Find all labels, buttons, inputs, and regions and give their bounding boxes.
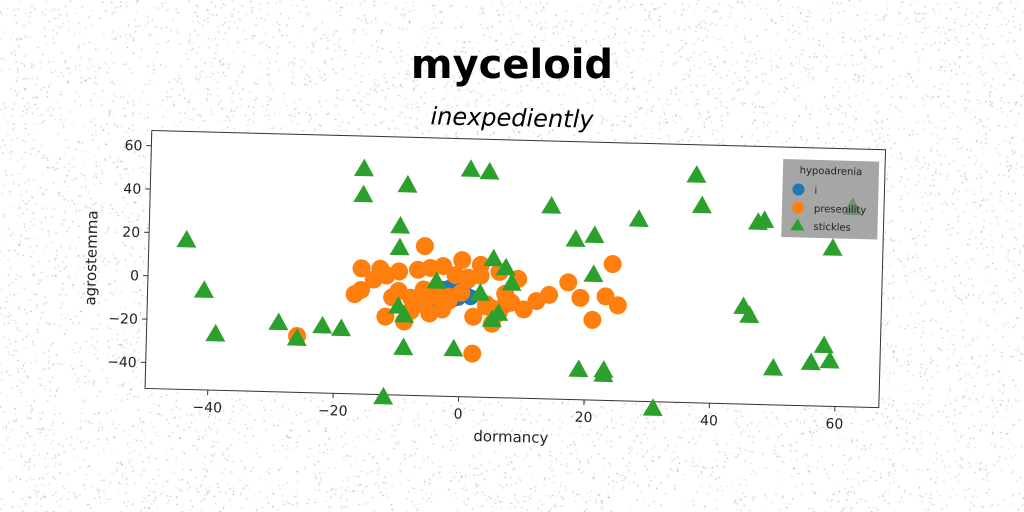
scatter-point-stickles <box>479 161 500 180</box>
scatter-point-stickles <box>286 328 307 346</box>
y-tick-label: 60 <box>124 138 142 154</box>
scatter-point-presenility <box>463 344 482 363</box>
scatter-point-stickles <box>176 229 197 248</box>
scatter-point-presenility <box>453 251 472 270</box>
scatter-point-stickles <box>205 323 226 342</box>
chart-title: myceloid <box>410 42 614 88</box>
scatter-point-stickles <box>686 165 707 183</box>
legend-box <box>781 159 880 240</box>
scatter-point-stickles <box>593 364 614 383</box>
scatter-point-stickles <box>628 209 649 227</box>
scatter-point-stickles <box>488 303 509 321</box>
scatter-point-presenility <box>603 255 622 274</box>
y-tick-label: −20 <box>108 311 138 328</box>
scatter-point-stickles <box>813 335 834 354</box>
scatter-point-stickles <box>426 271 447 289</box>
legend: hypoadrenia i presenility stickles <box>781 159 880 240</box>
scatter-point-stickles <box>565 229 586 247</box>
scatter-point-presenility <box>571 288 590 307</box>
scatter-point-stickles <box>584 225 605 244</box>
scatter-point-presenility <box>390 262 409 281</box>
scatter-point-presenility <box>559 273 578 292</box>
x-tick-label: −40 <box>192 400 222 417</box>
scatter-point-stickles <box>541 196 562 214</box>
scatter-point-stickles <box>394 304 415 323</box>
scatter-point-stickles <box>389 237 410 256</box>
scatter-point-presenility <box>427 287 446 306</box>
scatter-point-stickles <box>353 158 374 177</box>
axis-ticks: −40 −20 0 20 40 60 −40 −20 0 20 40 60 <box>107 138 844 433</box>
scatter-point-stickles <box>739 305 760 324</box>
scatter-point-stickles <box>397 174 418 193</box>
scatter-point-stickles <box>800 352 821 371</box>
legend-title: hypoadrenia <box>800 165 863 178</box>
scatter-point-stickles <box>754 210 775 229</box>
scatter-point-stickles <box>193 280 214 298</box>
scatter-point-presenility <box>608 296 627 315</box>
scatter-point-presenility <box>464 307 483 326</box>
scatter-point-stickles <box>268 312 289 331</box>
x-tick-label: 40 <box>700 413 718 429</box>
scatter-point-presenility <box>420 304 439 323</box>
scatter-point-stickles <box>691 195 712 214</box>
scatter-point-presenility <box>364 270 383 289</box>
scatter-point-stickles <box>469 283 490 301</box>
scatter-point-stickles <box>495 257 516 276</box>
y-tick-label: −40 <box>107 354 137 371</box>
scatter-point-presenility <box>514 300 533 319</box>
scatter-point-stickles <box>501 273 522 291</box>
legend-label-stickles: stickles <box>813 222 851 234</box>
scatter-point-stickles <box>460 159 481 177</box>
x-tick-label: 0 <box>453 407 462 423</box>
scatter-point-stickles <box>762 358 783 376</box>
x-tick-label: 60 <box>825 416 843 432</box>
scatter-point-stickles <box>393 337 414 356</box>
scatter-point-presenility <box>583 310 602 329</box>
scatter-point-stickles <box>642 398 663 416</box>
legend-marker-presenility <box>791 201 804 214</box>
y-tick-label: 0 <box>130 268 139 284</box>
scatter-point-presenility <box>415 237 434 256</box>
scatter-point-stickles <box>443 338 464 357</box>
data-marks <box>176 158 863 416</box>
x-tick-label: −20 <box>318 403 348 420</box>
scatter-point-stickles <box>583 264 604 283</box>
scatter-point-stickles <box>353 184 374 203</box>
scatter-point-stickles <box>312 315 333 334</box>
x-axis-label: dormancy <box>473 427 549 447</box>
y-tick-label: 20 <box>122 225 140 241</box>
legend-label-presenility: presenility <box>814 204 867 216</box>
scatter-point-presenility <box>458 270 477 289</box>
scatter-point-stickles <box>373 386 394 405</box>
scatter-point-stickles <box>483 248 504 267</box>
scatter-point-presenility <box>434 257 453 276</box>
y-axis-label: agrostemma <box>81 210 101 306</box>
legend-marker-i <box>792 183 805 196</box>
scatter-point-stickles <box>568 359 589 378</box>
scatter-point-presenility <box>471 255 490 274</box>
legend-marker-stickles <box>790 218 805 231</box>
scatter-point-stickles <box>819 350 840 369</box>
scatter-point-presenility <box>352 259 371 278</box>
legend-label-i: i <box>814 186 817 197</box>
y-tick-label: 40 <box>123 181 141 197</box>
x-tick-label: 20 <box>574 410 592 426</box>
scatter-point-presenility <box>345 285 364 304</box>
scatter-point-stickles <box>330 318 351 337</box>
scatter-point-presenility <box>596 287 615 306</box>
scatter-point-stickles <box>822 238 843 256</box>
scatter-point-stickles <box>390 215 411 234</box>
scatter-point-presenility <box>540 285 559 304</box>
